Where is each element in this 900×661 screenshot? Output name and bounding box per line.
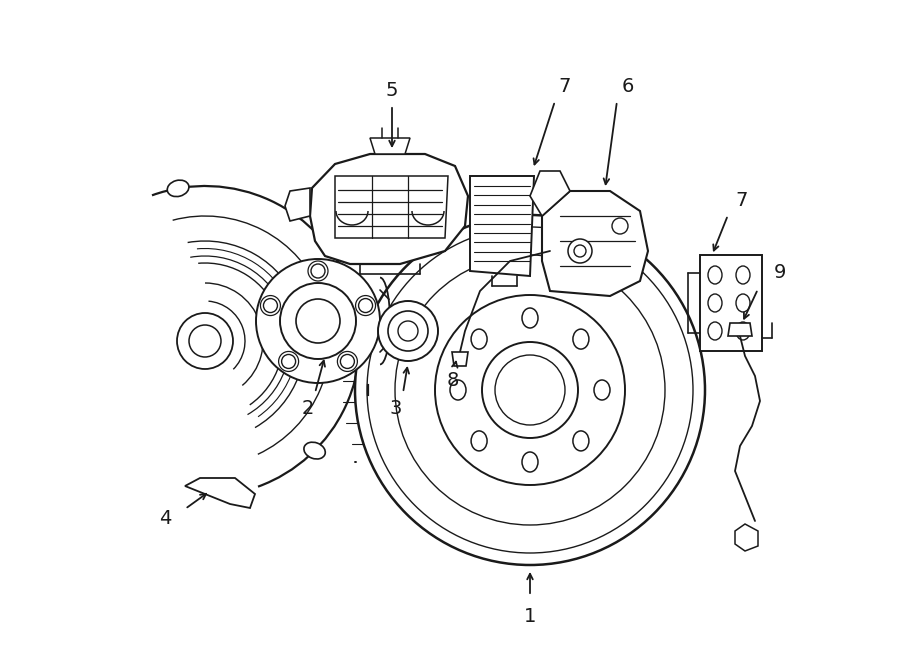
- Ellipse shape: [736, 294, 750, 312]
- Polygon shape: [185, 478, 255, 508]
- Circle shape: [574, 245, 586, 257]
- Circle shape: [338, 352, 357, 371]
- Polygon shape: [310, 154, 468, 264]
- Circle shape: [398, 321, 418, 341]
- Circle shape: [279, 352, 299, 371]
- Ellipse shape: [522, 452, 538, 472]
- Ellipse shape: [167, 180, 189, 196]
- Circle shape: [340, 354, 355, 368]
- Circle shape: [311, 264, 325, 278]
- Circle shape: [189, 325, 221, 357]
- Polygon shape: [470, 176, 534, 276]
- Text: 3: 3: [390, 399, 402, 418]
- Ellipse shape: [573, 329, 589, 349]
- Ellipse shape: [708, 294, 722, 312]
- Circle shape: [308, 261, 328, 281]
- Ellipse shape: [304, 442, 325, 459]
- Circle shape: [395, 255, 665, 525]
- Circle shape: [356, 295, 375, 315]
- Ellipse shape: [708, 266, 722, 284]
- Text: 9: 9: [774, 264, 787, 282]
- Ellipse shape: [471, 329, 487, 349]
- Circle shape: [435, 295, 625, 485]
- Circle shape: [568, 239, 592, 263]
- Circle shape: [264, 299, 277, 313]
- Circle shape: [260, 295, 281, 315]
- Polygon shape: [700, 255, 762, 351]
- Circle shape: [355, 215, 705, 565]
- Polygon shape: [452, 352, 468, 366]
- Circle shape: [177, 313, 233, 369]
- Text: 5: 5: [386, 81, 398, 100]
- Circle shape: [358, 299, 373, 313]
- Text: 8: 8: [446, 371, 459, 391]
- Circle shape: [296, 299, 340, 343]
- Ellipse shape: [450, 380, 466, 400]
- Ellipse shape: [522, 308, 538, 328]
- Ellipse shape: [736, 322, 750, 340]
- Text: 1: 1: [524, 607, 536, 625]
- Ellipse shape: [573, 431, 589, 451]
- Polygon shape: [285, 188, 310, 221]
- Circle shape: [378, 301, 438, 361]
- Text: 2: 2: [302, 399, 314, 418]
- Circle shape: [256, 259, 380, 383]
- Polygon shape: [335, 176, 448, 238]
- Circle shape: [388, 311, 428, 351]
- Ellipse shape: [708, 322, 722, 340]
- Ellipse shape: [471, 431, 487, 451]
- Text: 4: 4: [158, 510, 171, 529]
- Circle shape: [482, 342, 578, 438]
- Text: 7: 7: [559, 77, 572, 95]
- Circle shape: [282, 354, 295, 368]
- Circle shape: [280, 283, 356, 359]
- Circle shape: [495, 355, 565, 425]
- Circle shape: [367, 227, 693, 553]
- Polygon shape: [735, 524, 758, 551]
- Text: 7: 7: [736, 192, 748, 210]
- Ellipse shape: [594, 380, 610, 400]
- Polygon shape: [370, 138, 410, 154]
- Text: 6: 6: [622, 77, 634, 95]
- Polygon shape: [542, 191, 648, 296]
- Polygon shape: [728, 323, 752, 336]
- Polygon shape: [530, 171, 570, 216]
- Ellipse shape: [736, 266, 750, 284]
- Circle shape: [612, 218, 628, 234]
